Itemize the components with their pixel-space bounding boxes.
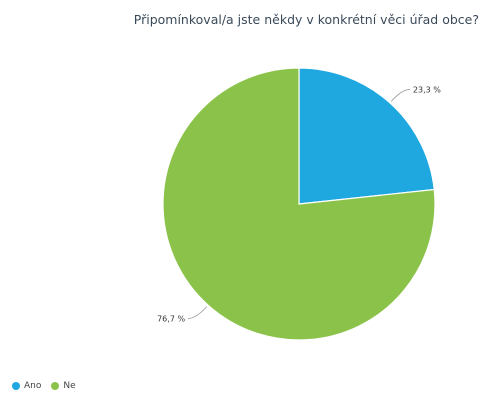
legend-swatch-ano <box>12 382 20 390</box>
leader-line-ano <box>390 89 410 102</box>
data-label-ano: 23,3 % <box>413 85 441 94</box>
legend-swatch-ne <box>51 382 60 390</box>
chart-title: Připomínkoval/a jste někdy v konkrétní v… <box>133 12 479 27</box>
legend-label-ne: Ne <box>63 381 76 391</box>
slice-ne[interactable] <box>162 67 436 341</box>
slice-ano[interactable] <box>298 67 435 205</box>
legend-label-ano: Ano <box>24 381 42 391</box>
legend: Ano Ne <box>12 379 76 393</box>
data-label-ne: 76,7 % <box>157 315 185 324</box>
legend-item-ne[interactable]: Ne <box>51 381 76 391</box>
leader-line-ne <box>188 306 208 319</box>
legend-item-ano[interactable]: Ano <box>12 381 41 391</box>
